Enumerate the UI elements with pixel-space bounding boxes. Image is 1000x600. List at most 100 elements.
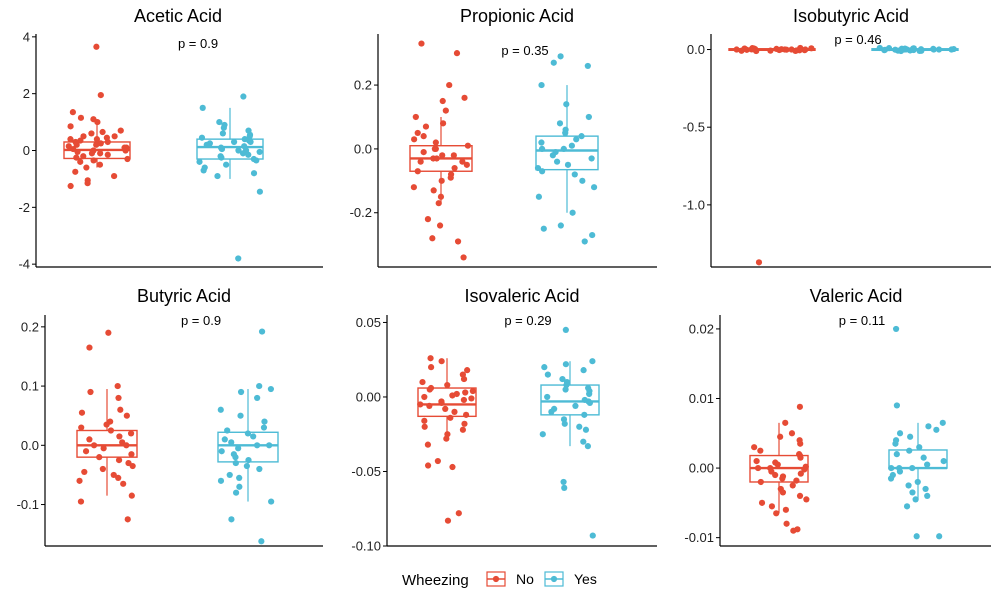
legend-key-dot <box>492 575 500 583</box>
data-point <box>460 254 467 261</box>
data-point <box>893 451 900 458</box>
data-point <box>788 430 796 437</box>
data-point <box>557 222 564 229</box>
data-point <box>571 171 578 178</box>
data-point <box>776 46 783 54</box>
data-point <box>236 474 243 481</box>
data-point <box>754 464 762 472</box>
data-point <box>922 485 929 493</box>
data-point <box>116 433 123 440</box>
data-point <box>774 461 781 468</box>
y-tick-label: 0.2 <box>354 78 372 93</box>
data-point <box>199 104 206 111</box>
data-point <box>584 443 591 450</box>
data-point <box>538 139 545 146</box>
data-point <box>460 396 468 404</box>
data-point <box>417 401 424 408</box>
data-point <box>115 457 123 464</box>
p-value-label: p = 0.11 <box>839 313 885 328</box>
panel-acetic-acid: Acetic Acid p = 0.9 4 2 0 -2 -4 <box>18 6 323 272</box>
data-point <box>115 474 122 481</box>
box-group-no <box>417 355 477 524</box>
panel-butyric-acid: Butyric Acid p = 0.9 0.2 0.1 0.0 -0.1 <box>17 286 323 547</box>
data-point <box>203 141 210 148</box>
box-group-no <box>63 43 131 190</box>
data-point <box>107 427 115 434</box>
data-point <box>579 177 586 184</box>
data-point <box>925 423 932 430</box>
data-point <box>589 231 596 239</box>
data-point <box>905 482 912 489</box>
data-point <box>232 459 239 467</box>
data-point <box>797 470 804 477</box>
p-value-label: p = 0.9 <box>178 36 218 51</box>
data-point <box>124 155 131 163</box>
data-point <box>913 533 920 540</box>
box <box>196 138 264 160</box>
data-point <box>586 399 594 407</box>
data-point <box>268 498 275 505</box>
data-point <box>434 457 441 465</box>
data-point <box>459 426 467 433</box>
data-point <box>950 45 957 53</box>
data-point <box>460 375 468 383</box>
data-point <box>430 187 437 194</box>
data-point <box>67 123 74 130</box>
data-point <box>200 167 207 174</box>
data-point <box>243 462 250 470</box>
data-point <box>797 440 804 447</box>
y-tick-label: -1.0 <box>683 197 705 212</box>
data-point <box>906 447 913 454</box>
data-point <box>228 439 235 446</box>
data-point <box>419 378 426 386</box>
data-point <box>924 492 931 500</box>
data-point <box>541 364 548 371</box>
y-tick-label: 0.2 <box>21 319 39 334</box>
data-point <box>454 238 462 245</box>
data-point <box>451 164 458 172</box>
data-point <box>783 520 790 527</box>
data-point <box>78 424 85 431</box>
p-value-label: p = 0.29 <box>504 313 551 328</box>
data-point <box>128 492 135 499</box>
data-point <box>550 59 557 66</box>
data-point <box>782 506 790 513</box>
data-point <box>463 161 470 168</box>
data-point <box>439 120 447 127</box>
data-point <box>936 533 943 540</box>
data-point <box>909 464 916 472</box>
data-point <box>444 517 452 524</box>
data-point <box>463 411 470 418</box>
p-value-label: p = 0.35 <box>501 43 548 58</box>
data-point <box>114 382 121 390</box>
data-point <box>912 496 919 503</box>
data-point <box>223 161 230 168</box>
box-group-no <box>749 403 810 534</box>
box <box>76 429 138 458</box>
panel-isovaleric-acid: Isovaleric Acid p = 0.29 0.05 0.00 -0.05 -0.1… <box>351 286 657 554</box>
data-point <box>464 367 471 374</box>
data-point <box>443 435 450 442</box>
y-tick-label: -0.01 <box>684 530 714 545</box>
legend-label: Yes <box>574 571 597 587</box>
data-point <box>733 46 740 53</box>
data-point <box>235 445 242 452</box>
data-point <box>99 465 106 473</box>
data-point <box>909 489 916 496</box>
data-point <box>803 496 810 503</box>
y-tick-label: 0.0 <box>687 42 705 57</box>
data-point <box>244 430 252 437</box>
data-point <box>916 47 923 55</box>
legend-key-dot <box>550 575 558 583</box>
data-point <box>449 463 456 471</box>
data-point <box>237 412 244 419</box>
data-point <box>447 174 454 181</box>
data-point <box>250 170 258 177</box>
box-group-yes <box>539 326 600 539</box>
data-point <box>414 129 421 137</box>
data-point <box>557 53 564 60</box>
data-point <box>589 358 596 365</box>
data-point <box>245 457 252 464</box>
data-point <box>758 499 766 506</box>
data-point <box>560 478 567 486</box>
